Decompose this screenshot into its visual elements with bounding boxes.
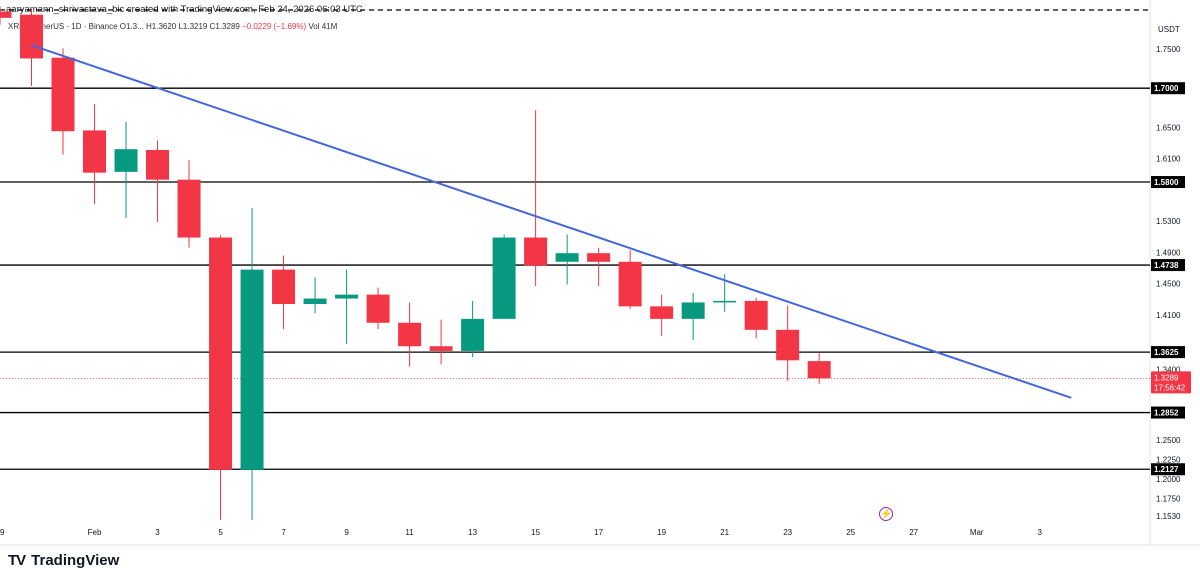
candle-body bbox=[366, 294, 390, 323]
date-tick-label: 7 bbox=[281, 528, 286, 537]
date-tick-label: 9 bbox=[344, 528, 349, 537]
candle-body bbox=[20, 14, 44, 59]
date-tick-label: 11 bbox=[405, 528, 414, 537]
price-tick-label: 1.7500 bbox=[1156, 45, 1181, 54]
currency-label: USDT bbox=[1158, 25, 1180, 34]
date-tick-label: 29 bbox=[0, 528, 5, 537]
date-tick-label: 13 bbox=[468, 528, 477, 537]
symbol-ohlc-values: XRP / TetherUS · 1D · Binance O1.3... H1… bbox=[8, 22, 243, 31]
price-tick-label: 1.6100 bbox=[1156, 155, 1181, 164]
date-tick-label: Mar bbox=[970, 528, 984, 537]
last-price-label: 1.3289 bbox=[1154, 373, 1179, 382]
candle-body bbox=[524, 237, 548, 266]
last-price-tag bbox=[1151, 371, 1191, 394]
date-tick-label: 17 bbox=[594, 528, 603, 537]
date-tick-label: 27 bbox=[909, 528, 918, 537]
price-tick-label: 1.3400 bbox=[1156, 366, 1181, 375]
level-price-label: 1.5800 bbox=[1154, 178, 1179, 187]
price-tick-label: 1.6500 bbox=[1156, 123, 1181, 132]
tradingview-logo-text: TradingView bbox=[31, 552, 120, 569]
date-tick-label: Feb bbox=[88, 528, 102, 537]
volume-value: Vol 41M bbox=[306, 22, 338, 31]
price-tick-label: 1.4100 bbox=[1156, 311, 1181, 320]
candle-body bbox=[650, 306, 674, 319]
date-tick-label: 3 bbox=[155, 528, 160, 537]
date-tick-label: 19 bbox=[657, 528, 666, 537]
price-tick-label: 1.1530 bbox=[1156, 512, 1181, 521]
lightning-icon[interactable]: ⚡ bbox=[879, 507, 893, 521]
date-tick-label: 23 bbox=[783, 528, 792, 537]
candle-body bbox=[555, 253, 579, 262]
price-tick-label: 1.5300 bbox=[1156, 217, 1181, 226]
price-tick-label: 1.2250 bbox=[1156, 456, 1181, 465]
candle-body bbox=[587, 253, 611, 262]
level-price-label: 1.2127 bbox=[1154, 465, 1179, 474]
candle-body bbox=[398, 322, 422, 347]
candle-body bbox=[618, 261, 642, 307]
descending-trendline bbox=[31, 44, 1072, 399]
candle-body bbox=[335, 294, 359, 299]
level-price-tag bbox=[1151, 259, 1185, 272]
candle-body bbox=[429, 346, 453, 351]
candle-body bbox=[776, 329, 800, 361]
candle-body bbox=[303, 298, 327, 305]
tradingview-logo-mark: TV bbox=[8, 552, 26, 569]
date-tick-label: 21 bbox=[720, 528, 729, 537]
candle-body bbox=[807, 361, 831, 379]
candle-body bbox=[83, 130, 107, 173]
level-price-tag bbox=[1151, 346, 1185, 359]
level-price-tag bbox=[1151, 82, 1185, 95]
level-price-tag bbox=[1151, 176, 1185, 189]
date-tick-label: 15 bbox=[531, 528, 540, 537]
symbol-ohlc-legend: XRP / TetherUS · 1D · Binance O1.3... H1… bbox=[8, 22, 337, 31]
price-change: −0.0229 (−1.69%) bbox=[242, 22, 307, 31]
candle-body bbox=[51, 57, 75, 132]
level-price-label: 1.2852 bbox=[1154, 409, 1179, 418]
tradingview-logo: TV TradingView bbox=[8, 552, 119, 569]
candle-body bbox=[713, 300, 737, 303]
date-tick-label: 25 bbox=[846, 528, 855, 537]
level-price-label: 1.7000 bbox=[1154, 84, 1179, 93]
bar-countdown-label: 17:56:42 bbox=[1154, 383, 1186, 392]
candle-body bbox=[114, 149, 138, 172]
candle-body bbox=[0, 11, 12, 18]
candle-body bbox=[681, 302, 705, 319]
level-price-label: 1.4738 bbox=[1154, 261, 1179, 270]
date-tick-label: 3 bbox=[1037, 528, 1042, 537]
candle-body bbox=[492, 237, 516, 319]
price-tick-label: 1.2000 bbox=[1156, 475, 1181, 484]
candle-body bbox=[461, 318, 485, 351]
level-price-tag bbox=[1151, 406, 1185, 419]
price-tick-label: 1.2500 bbox=[1156, 436, 1181, 445]
price-tick-label: 1.4900 bbox=[1156, 248, 1181, 257]
level-price-tag bbox=[1151, 463, 1185, 476]
candle-body bbox=[177, 179, 201, 238]
date-tick-label: 5 bbox=[218, 528, 223, 537]
candle-body bbox=[209, 237, 233, 470]
candle-body bbox=[240, 269, 264, 470]
price-tick-label: 1.1750 bbox=[1156, 495, 1181, 504]
candle-body bbox=[744, 300, 768, 330]
candle-body bbox=[272, 269, 296, 305]
price-tick-label: 1.4500 bbox=[1156, 280, 1181, 289]
level-price-label: 1.3625 bbox=[1154, 348, 1179, 357]
candle-body bbox=[146, 149, 170, 180]
